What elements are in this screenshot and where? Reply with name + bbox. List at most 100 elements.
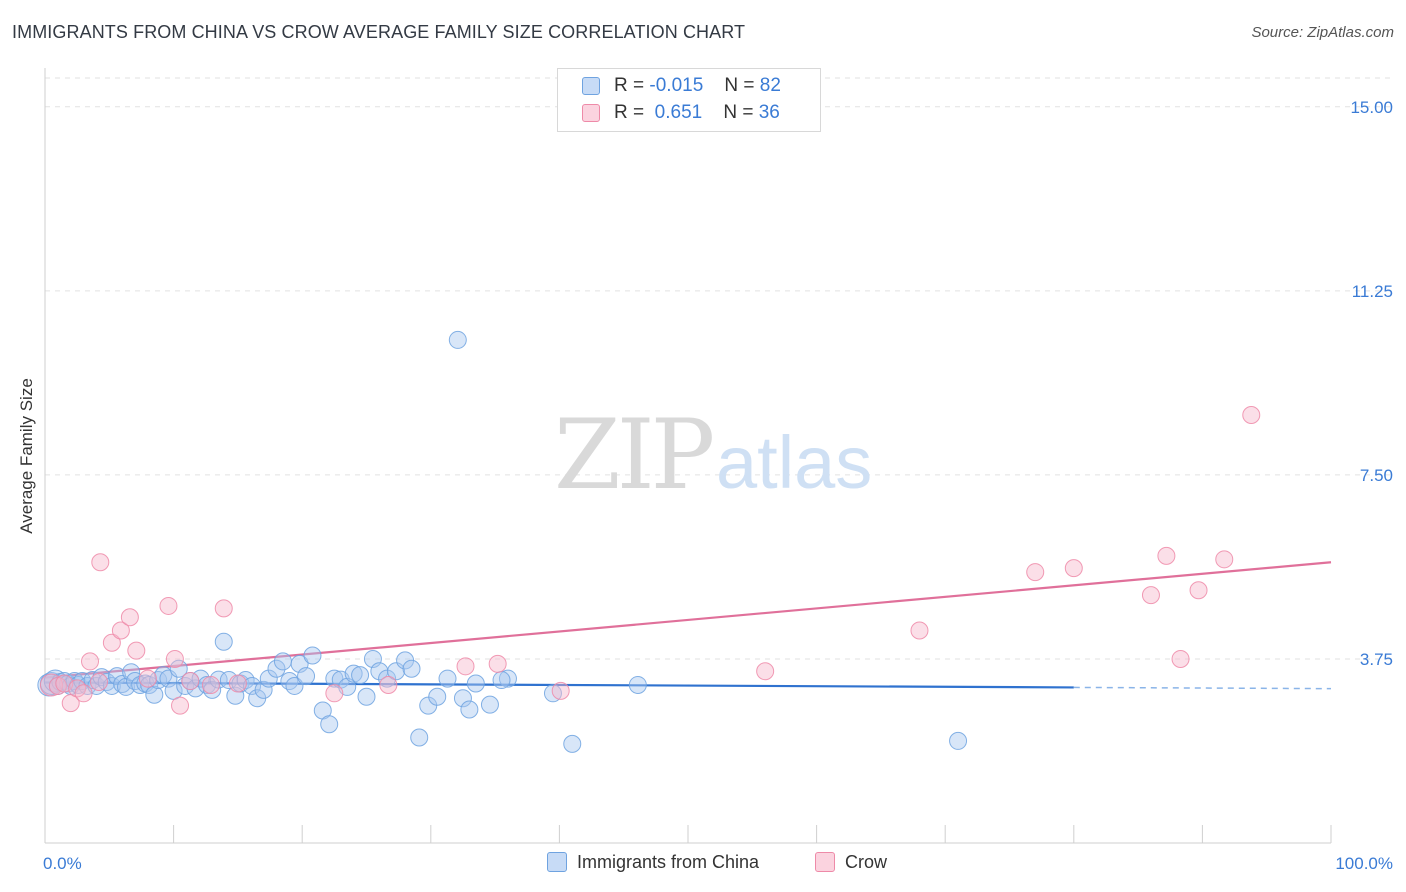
trend-lines: [44, 561, 1332, 690]
data-point: [111, 621, 130, 640]
data-point: [344, 664, 363, 683]
tick-labels: 3.75 7.50 11.25 15.00 0.0% 100.0%: [43, 98, 1393, 873]
data-points: [37, 330, 1261, 753]
data-point: [1157, 546, 1176, 565]
series-china-points: [37, 330, 968, 753]
data-point: [214, 599, 233, 618]
series-crow-points: [39, 406, 1261, 715]
data-point: [122, 663, 141, 682]
data-point: [91, 553, 110, 572]
data-point: [492, 671, 511, 690]
y-tick-label: 7.50: [1360, 466, 1393, 485]
data-point: [159, 596, 178, 615]
data-point: [303, 646, 322, 665]
data-point: [428, 687, 447, 706]
data-point: [460, 700, 479, 719]
data-point: [81, 652, 100, 671]
data-point: [154, 666, 173, 685]
data-point: [480, 695, 499, 714]
gridlines: [45, 77, 1393, 660]
legend-r-label: R =: [614, 75, 645, 96]
axes: [44, 68, 1332, 844]
data-point: [563, 734, 582, 753]
y-tick-label: 15.00: [1350, 98, 1393, 117]
bottom-legend-swatch-crow: [815, 852, 835, 872]
bottom-legend-china: Immigrants from China: [547, 852, 759, 873]
data-point: [145, 685, 164, 704]
data-point: [90, 673, 109, 692]
data-point: [357, 687, 376, 706]
legend-n-value: 36: [758, 102, 780, 123]
data-point: [259, 669, 278, 688]
trend-line-china-extension: [1073, 686, 1332, 690]
data-point: [273, 652, 292, 671]
watermark-atlas: atlas: [716, 421, 872, 504]
data-point: [325, 669, 344, 688]
legend-n-label: N =: [724, 75, 755, 96]
data-point: [176, 676, 195, 695]
data-point: [1189, 581, 1208, 600]
trend-line-china: [44, 681, 1074, 689]
data-point: [1242, 406, 1261, 425]
data-point: [280, 672, 299, 691]
data-point: [438, 669, 457, 688]
watermark-zip: ZIP: [554, 399, 713, 511]
data-point: [254, 680, 273, 699]
data-point: [214, 632, 233, 651]
data-point: [756, 662, 775, 681]
data-point: [949, 731, 968, 750]
data-point: [92, 668, 111, 687]
data-point: [488, 654, 507, 673]
x-tick-label: 0.0%: [43, 854, 82, 873]
data-point: [1171, 649, 1190, 668]
data-point: [1026, 563, 1045, 582]
data-point: [181, 672, 200, 691]
correlation-legend: R = -0.015 N = 82 R = 0.651 N = 36: [557, 68, 821, 132]
data-point: [456, 657, 475, 676]
data-point: [448, 330, 467, 349]
watermark: ZIP atlas: [554, 399, 872, 511]
data-point: [198, 675, 217, 694]
data-point: [102, 633, 121, 652]
legend-n-label: N =: [723, 102, 754, 123]
legend-swatch-china: [582, 77, 600, 95]
data-point: [191, 669, 210, 688]
y-tick-label: 11.25: [1352, 282, 1393, 301]
data-point: [1064, 559, 1083, 578]
data-point: [120, 608, 139, 627]
data-point: [351, 666, 370, 685]
data-point: [379, 675, 398, 694]
data-point: [201, 675, 220, 694]
data-point: [910, 621, 929, 640]
data-point: [138, 669, 157, 688]
chart-title: IMMIGRANTS FROM CHINA VS CROW AVERAGE FA…: [12, 22, 746, 42]
data-point: [228, 674, 247, 693]
source-credit: Source: ZipAtlas.com: [1251, 24, 1394, 41]
data-point: [171, 696, 190, 715]
bottom-legend-label-china: Immigrants from China: [577, 852, 760, 872]
data-point: [402, 659, 421, 678]
bottom-legend-swatch-china: [547, 852, 567, 872]
data-point: [267, 659, 286, 678]
data-point: [320, 715, 339, 734]
data-point: [1141, 586, 1160, 605]
data-point: [453, 689, 472, 708]
y-tick-label: 3.75: [1360, 650, 1393, 669]
legend-swatch-crow: [582, 104, 600, 122]
data-point: [140, 675, 159, 694]
legend-r-label: R =: [614, 102, 645, 123]
trend-line-crow: [44, 561, 1332, 679]
legend-r-value: -0.015: [649, 75, 704, 96]
x-tick-label: 100.0%: [1335, 854, 1393, 873]
legend-r-value: 0.651: [649, 102, 703, 123]
bottom-legend-crow: Crow: [815, 852, 887, 873]
data-point: [410, 728, 429, 747]
data-point: [325, 684, 344, 703]
data-point: [74, 684, 93, 703]
data-point: [498, 669, 517, 688]
data-point: [285, 676, 304, 695]
data-point: [378, 669, 397, 688]
data-point: [127, 641, 146, 660]
bottom-legend-label-crow: Crow: [845, 852, 888, 872]
